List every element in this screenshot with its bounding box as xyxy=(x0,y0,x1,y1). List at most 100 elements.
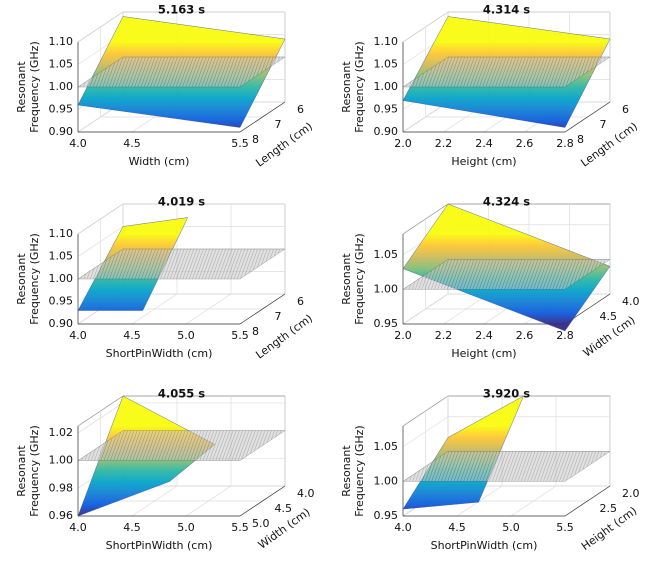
z-axis-label: Resonant xyxy=(15,445,28,497)
z-tick-label: 1.02 xyxy=(49,426,74,439)
z-tick-label: 1.00 xyxy=(49,272,74,285)
z-axis-label: Resonant xyxy=(340,61,353,113)
z-tick-label: 1.05 xyxy=(49,250,74,263)
y-tick-label: 5.0 xyxy=(252,517,270,530)
z-axis-label: Resonant xyxy=(15,253,28,305)
z-tick-label: 1.00 xyxy=(374,282,399,295)
x-tick-label: 4.0 xyxy=(69,329,87,342)
x-axis-label: Width (cm) xyxy=(129,155,190,168)
z-tick-label: 1.00 xyxy=(49,80,74,93)
x-tick-label: 2.6 xyxy=(516,137,534,150)
x-tick-label: 5.0 xyxy=(177,329,195,342)
x-tick-label: 4.5 xyxy=(448,521,466,534)
z-tick-label: 0.98 xyxy=(49,481,74,494)
y-tick-label: 6 xyxy=(622,103,629,116)
z-tick-label: 1.05 xyxy=(49,58,74,71)
z-axis-label: Resonant xyxy=(340,445,353,497)
y-tick-label: 7 xyxy=(275,118,282,131)
z-tick-label: 0.95 xyxy=(49,103,74,116)
z-tick-label: 1.10 xyxy=(374,35,399,48)
z-tick-label: 0.95 xyxy=(374,103,399,116)
y-tick-label: 8 xyxy=(252,133,259,146)
y-tick-label: 4.0 xyxy=(297,487,315,500)
y-axis xyxy=(564,485,611,517)
z-axis-label: Frequency (GHz) xyxy=(353,41,366,132)
x-tick-label: 4.0 xyxy=(69,521,87,534)
x-axis-label: ShortPinWidth (cm) xyxy=(106,347,213,360)
z-axis-label: Frequency (GHz) xyxy=(353,233,366,324)
x-tick-label: 4.5 xyxy=(123,329,141,342)
y-axis xyxy=(239,101,286,133)
title: 4.324 s xyxy=(483,195,530,209)
reference-plane xyxy=(77,56,286,88)
x-tick-label: 2.8 xyxy=(556,137,574,150)
x-axis-label: ShortPinWidth (cm) xyxy=(431,539,538,552)
y-axis-label: Length (cm) xyxy=(253,312,315,362)
z-tick-label: 1.05 xyxy=(374,440,399,453)
x-tick-label: 4.5 xyxy=(123,137,141,150)
reference-plane xyxy=(402,259,611,290)
x-tick-label: 2.6 xyxy=(516,329,534,342)
z-tick-label: 0.95 xyxy=(374,317,399,330)
x-tick-label: 4.0 xyxy=(69,137,87,150)
z-tick-label: 0.96 xyxy=(49,509,74,522)
z-tick-label: 0.90 xyxy=(49,125,74,138)
y-tick-label: 7 xyxy=(275,310,282,323)
x-tick-label: 4.0 xyxy=(394,521,412,534)
x-axis-label: Height (cm) xyxy=(451,347,516,360)
y-axis-label: Length (cm) xyxy=(578,120,640,170)
y-tick-label: 4.5 xyxy=(600,310,618,323)
x-tick-label: 4.5 xyxy=(123,521,141,534)
z-tick-label: 1.10 xyxy=(49,35,74,48)
reference-plane xyxy=(402,56,611,88)
z-tick-label: 1.00 xyxy=(374,474,399,487)
z-tick-label: 0.90 xyxy=(374,125,399,138)
x-tick-label: 2.0 xyxy=(394,329,412,342)
x-tick-label: 5.5 xyxy=(231,329,249,342)
y-tick-label: 4.5 xyxy=(275,502,293,515)
z-axis-label: Resonant xyxy=(15,61,28,113)
x-tick-label: 5.5 xyxy=(231,137,249,150)
x-tick-label: 2.0 xyxy=(394,137,412,150)
x-tick-label: 2.8 xyxy=(556,329,574,342)
x-tick-label: 2.2 xyxy=(435,329,453,342)
y-tick-label: 6 xyxy=(297,103,304,116)
y-axis xyxy=(239,293,286,325)
x-tick-label: 2.2 xyxy=(435,137,453,150)
z-axis-label: Frequency (GHz) xyxy=(353,425,366,516)
reference-plane xyxy=(402,451,611,482)
reference-plane xyxy=(77,430,286,461)
y-tick-label: 7 xyxy=(600,118,607,131)
z-tick-label: 1.10 xyxy=(49,227,74,240)
z-axis-label: Frequency (GHz) xyxy=(28,233,41,324)
z-axis-label: Resonant xyxy=(340,253,353,305)
y-axis-label: Length (cm) xyxy=(253,120,315,170)
y-tick-label: 8 xyxy=(252,325,259,338)
y-axis xyxy=(239,485,286,517)
x-tick-label: 5.5 xyxy=(556,521,574,534)
y-tick-label: 2.0 xyxy=(622,487,640,500)
x-tick-label: 5.0 xyxy=(502,521,520,534)
z-tick-label: 0.90 xyxy=(49,317,74,330)
x-tick-label: 2.4 xyxy=(475,137,493,150)
z-axis-label: Frequency (GHz) xyxy=(28,425,41,516)
x-axis-label: ShortPinWidth (cm) xyxy=(106,539,213,552)
z-axis-label: Frequency (GHz) xyxy=(28,41,41,132)
z-tick-label: 0.95 xyxy=(49,295,74,308)
z-tick-label: 1.05 xyxy=(374,248,399,261)
z-tick-label: 1.05 xyxy=(374,58,399,71)
x-tick-label: 5.0 xyxy=(177,521,195,534)
title: 4.055 s xyxy=(158,387,205,401)
y-tick-label: 2.5 xyxy=(600,502,618,515)
y-tick-label: 4.0 xyxy=(622,295,640,308)
reference-plane xyxy=(77,248,286,280)
z-tick-label: 0.95 xyxy=(374,509,399,522)
title: 4.314 s xyxy=(483,3,530,17)
z-tick-label: 1.00 xyxy=(374,80,399,93)
title: 4.019 s xyxy=(158,195,205,209)
y-tick-label: 8 xyxy=(577,133,584,146)
x-tick-label: 2.4 xyxy=(475,329,493,342)
x-tick-label: 5.5 xyxy=(231,521,249,534)
x-axis-label: Height (cm) xyxy=(451,155,516,168)
title: 5.163 s xyxy=(158,3,205,17)
